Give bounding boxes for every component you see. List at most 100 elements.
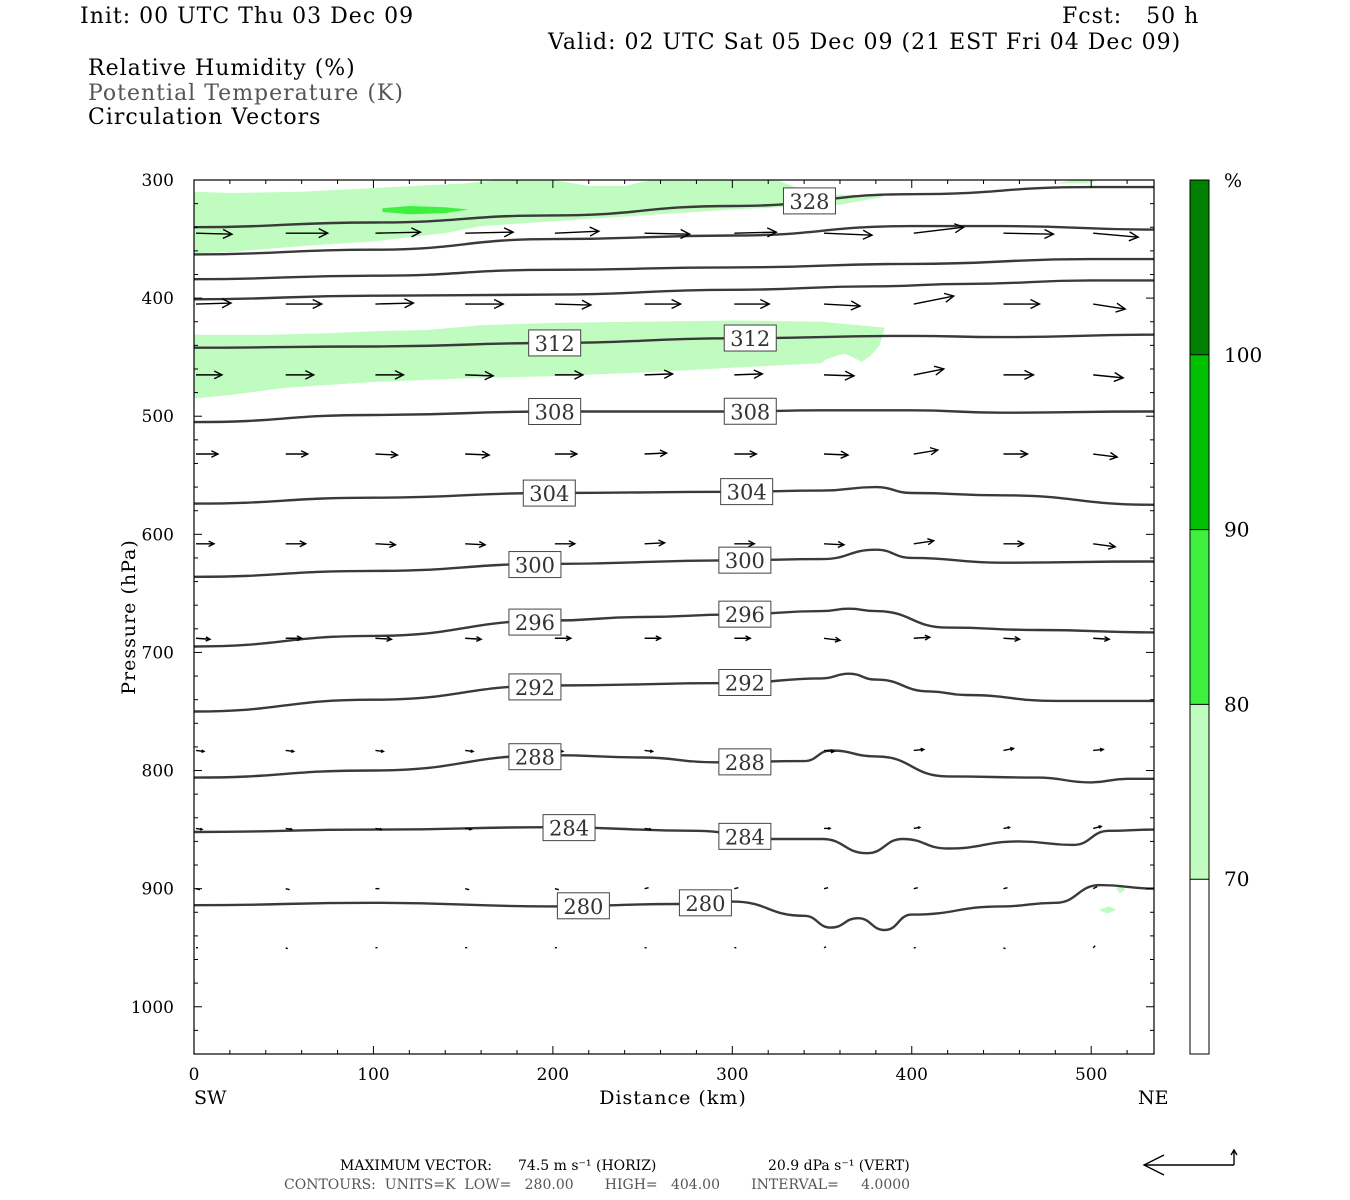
circulation-vector [734, 450, 758, 458]
circulation-vector [824, 370, 856, 381]
circulation-vector [823, 636, 842, 643]
y-tick-label: 1000 [131, 998, 174, 1018]
theta-contour-320 [193, 257, 1154, 281]
contour-label-308-0: 308 [528, 397, 582, 425]
svg-text:288: 288 [515, 746, 555, 770]
circulation-vector [285, 228, 330, 239]
theta-contour-280 [193, 883, 1155, 932]
circulation-vector [913, 292, 956, 305]
circulation-vector [1093, 371, 1125, 383]
colorbar: 100 90 80 70 [1189, 179, 1262, 1055]
circulation-vector [734, 298, 771, 310]
circulation-vector [1093, 231, 1140, 242]
svg-text:280: 280 [685, 892, 725, 916]
contour-label-300-1: 300 [718, 546, 772, 574]
y-tick-label: 700 [142, 643, 174, 663]
circulation-vector [913, 886, 918, 890]
circulation-vector [1003, 540, 1026, 548]
rh-fill-layer [194, 180, 1126, 914]
theta-contour-324 [193, 224, 1155, 256]
svg-text:312: 312 [730, 327, 770, 351]
svg-text:304: 304 [529, 482, 569, 506]
circulation-vector [1003, 635, 1022, 643]
circulation-vector [196, 450, 220, 458]
circulation-vector [1093, 541, 1117, 550]
circulation-vector [375, 227, 423, 238]
circulation-vector [195, 749, 206, 754]
theta-contour-284 [193, 825, 1155, 855]
circulation-vector [823, 946, 827, 949]
circulation-vector [913, 365, 946, 376]
circulation-vector [554, 635, 573, 642]
x-tick-label: 400 [896, 1065, 928, 1085]
contour-label-280-1: 280 [678, 889, 732, 917]
circulation-vector [285, 635, 304, 642]
colorbar-swatch [1190, 354, 1209, 530]
x-end-label-sw: SW [194, 1087, 227, 1109]
rh-region-1 [382, 206, 469, 215]
rh-region-3 [1098, 906, 1117, 914]
svg-text:328: 328 [789, 190, 829, 214]
contour-label-304-1: 304 [720, 478, 774, 506]
svg-text:284: 284 [549, 817, 589, 841]
circulation-vector [196, 540, 216, 548]
circulation-vector [554, 887, 560, 891]
x-tick-label: 300 [716, 1065, 748, 1085]
max-vector-vert: 20.9 dPa s⁻¹ (VERT) [768, 1158, 910, 1174]
svg-text:288: 288 [725, 751, 765, 775]
circulation-vector [285, 370, 316, 380]
circulation-vector [465, 827, 473, 831]
plot-frame [193, 179, 1155, 1055]
circulation-vector [644, 749, 655, 754]
contour-label-304-0: 304 [522, 479, 576, 507]
circulation-vector [1093, 451, 1119, 461]
circulation-vector [1003, 886, 1008, 890]
circulation-vector [913, 747, 926, 752]
contour-label-288-0: 288 [508, 743, 562, 771]
contour-label-layer: 280 280 284 284 288 288 292 292 296 296 300 300 304 3… [508, 187, 836, 920]
circulation-vector [375, 370, 406, 380]
theta-contour-layer [193, 185, 1155, 932]
circulation-vector [285, 540, 308, 548]
valid-time-label: Valid: 02 UTC Sat 05 Dec 09 (21 EST Fri … [548, 30, 1182, 55]
circulation-vector [285, 749, 296, 754]
colorbar-label: 70 [1224, 867, 1249, 891]
circulation-vector [1003, 947, 1006, 950]
circulation-vector [554, 370, 585, 380]
circulation-vector [913, 223, 966, 234]
circulation-vector [195, 827, 204, 831]
y-axis-title: Pressure (hPa) [118, 539, 140, 695]
circulation-vector [554, 299, 593, 310]
contour-label-300-0: 300 [508, 551, 562, 579]
svg-text:280: 280 [563, 895, 603, 919]
theta-contour-300 [193, 548, 1155, 578]
svg-text:300: 300 [725, 549, 765, 573]
colorbar-swatch [1190, 529, 1209, 705]
svg-text:296: 296 [725, 603, 765, 627]
x-tick-label: 0 [189, 1065, 200, 1085]
y-tick-label: 900 [142, 880, 174, 900]
circulation-vector [1003, 228, 1056, 240]
colorbar-frame [1189, 179, 1210, 1055]
colorbar-swatch [1190, 704, 1209, 880]
circulation-vector [824, 450, 850, 459]
contour-label-312-0: 312 [528, 329, 582, 357]
field-title-vectors: Circulation Vectors [88, 105, 322, 130]
reference-vector-icon [1142, 1148, 1238, 1176]
circulation-vector [1092, 886, 1098, 890]
circulation-vector [823, 300, 862, 311]
theta-contour-316 [193, 279, 1154, 301]
circulation-vector [285, 298, 324, 310]
svg-text:300: 300 [515, 554, 555, 578]
contours-info: CONTOURS: UNITS=K LOW= 280.00 HIGH= 404.… [284, 1177, 911, 1193]
circulation-vector [554, 226, 601, 237]
circulation-vector [644, 449, 669, 458]
y-tick-label: 800 [142, 762, 174, 782]
circulation-vector [644, 635, 663, 642]
circulation-vector [1003, 746, 1016, 752]
circulation-vector [285, 887, 290, 891]
contour-label-328-0: 328 [782, 187, 836, 215]
contour-label-280-0: 280 [556, 892, 610, 920]
circulation-vector [464, 887, 470, 891]
